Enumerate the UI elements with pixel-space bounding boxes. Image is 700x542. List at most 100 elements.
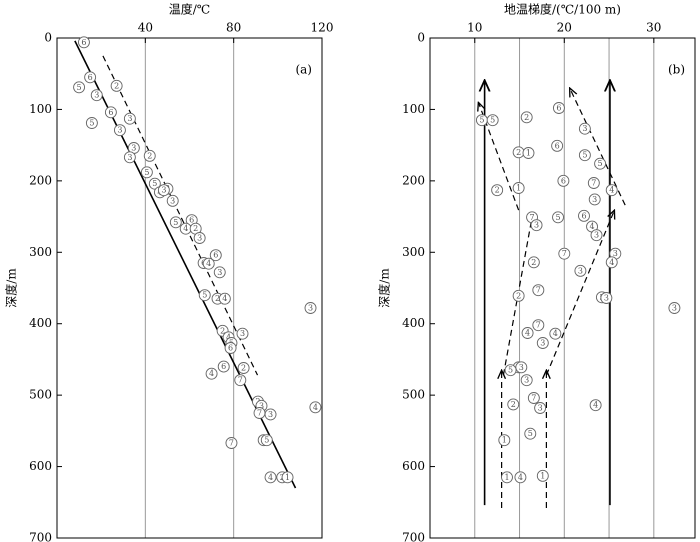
y-tick-label: 0	[44, 31, 52, 45]
data-point	[90, 89, 103, 102]
point-label: 4	[609, 186, 614, 195]
point-label: 7	[238, 376, 243, 385]
chart-title: 地温梯度/(℃/100 m)	[504, 2, 621, 17]
x-tick-label: 80	[226, 21, 241, 35]
data-point	[514, 471, 527, 484]
data-point	[264, 471, 277, 484]
point-label: 1	[516, 184, 521, 193]
point-label: 4	[313, 403, 318, 412]
y-tick-label: 0	[417, 31, 425, 45]
data-point	[536, 469, 549, 482]
y-tick-label: 700	[29, 531, 52, 542]
point-label: 5	[264, 436, 269, 445]
point-label: 6	[561, 176, 566, 185]
data-point	[157, 184, 170, 197]
y-tick-label: 200	[29, 173, 52, 187]
data-point	[501, 471, 513, 484]
point-label: 6	[88, 73, 93, 82]
point-label: 1	[502, 436, 507, 445]
data-point	[578, 122, 591, 135]
point-label: 5	[77, 83, 82, 92]
point-label: 5	[508, 366, 513, 375]
data-point	[507, 398, 520, 411]
point-label: 2	[114, 81, 119, 90]
data-point	[600, 292, 613, 304]
point-label: 4	[589, 222, 594, 231]
data-point	[515, 361, 528, 374]
data-point	[520, 374, 533, 387]
point-label: 2	[531, 258, 536, 267]
point-label: 5	[598, 159, 603, 168]
point-label: 2	[511, 400, 516, 409]
point-label: 3	[582, 124, 587, 133]
data-point	[551, 139, 564, 152]
data-point	[549, 327, 562, 340]
data-point	[520, 111, 533, 124]
data-point	[123, 151, 136, 164]
y-tick-label: 500	[402, 388, 425, 402]
point-label: 6	[555, 141, 560, 150]
point-label: 5	[582, 151, 587, 160]
data-point	[587, 177, 600, 189]
point-label: 3	[604, 294, 609, 303]
point-label: 3	[540, 339, 545, 348]
point-label: 6	[581, 211, 586, 220]
point-label: 1	[504, 473, 509, 482]
point-label: 6	[228, 344, 233, 353]
point-label: 3	[519, 363, 524, 372]
y-axis-label: 深度/m	[377, 268, 392, 308]
data-point	[532, 319, 545, 332]
data-point	[224, 342, 237, 354]
data-point	[225, 437, 238, 449]
point-label: 3	[613, 249, 618, 258]
point-label: 5	[528, 429, 533, 438]
point-label: 3	[161, 186, 166, 195]
y-tick-label: 200	[402, 173, 425, 187]
point-label: 2	[193, 224, 198, 233]
y-tick-label: 500	[29, 388, 52, 402]
data-point	[264, 408, 277, 421]
point-label: 4	[609, 258, 614, 267]
y-tick-label: 100	[402, 102, 425, 116]
point-label: 3	[170, 196, 175, 205]
x-tick-label: 10	[467, 21, 482, 35]
data-point	[205, 367, 218, 380]
point-label: 1	[285, 473, 290, 482]
point-label: 6	[213, 251, 218, 260]
data-point	[166, 194, 179, 207]
x-tick-label: 120	[311, 21, 334, 35]
data-point	[530, 219, 543, 232]
point-label: 4	[268, 473, 273, 482]
point-label: 2	[215, 294, 220, 303]
y-tick-label: 100	[29, 102, 52, 116]
data-point	[668, 302, 681, 314]
point-label: 3	[117, 126, 122, 135]
point-label: 5	[479, 116, 484, 125]
data-point	[281, 471, 294, 484]
point-label: 3	[538, 404, 543, 413]
point-label: 5	[144, 168, 149, 177]
point-label: 3	[131, 144, 136, 153]
data-point	[605, 256, 618, 269]
data-point	[552, 211, 564, 224]
panel-label: (b)	[668, 63, 685, 77]
y-tick-label: 700	[402, 531, 425, 542]
y-tick-label: 300	[29, 245, 52, 259]
data-point	[574, 264, 587, 277]
point-label: 3	[127, 114, 132, 123]
data-point	[557, 174, 570, 187]
data-point	[524, 427, 537, 440]
data-point	[218, 292, 231, 305]
point-label: 2	[241, 364, 246, 373]
point-label: 3	[240, 329, 245, 338]
point-label: 6	[108, 108, 113, 117]
data-point	[522, 147, 535, 159]
data-point	[532, 284, 545, 297]
data-point	[84, 71, 97, 84]
x-tick-label: 40	[138, 21, 153, 35]
data-point	[527, 256, 540, 269]
data-point	[605, 184, 618, 197]
dashed-line	[570, 88, 626, 206]
data-point	[304, 302, 317, 314]
